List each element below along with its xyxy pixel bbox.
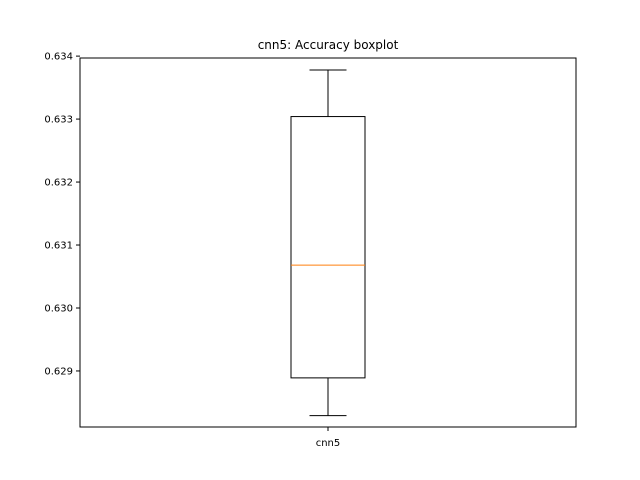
y-tick-label: 0.631 bbox=[44, 241, 73, 252]
iqr-box bbox=[290, 116, 366, 379]
plot-area: 0.629 0.630 0.631 0.632 0.633 0.634 cnn5 bbox=[44, 52, 577, 449]
y-tick-label: 0.629 bbox=[44, 366, 73, 377]
y-tick-label: 0.630 bbox=[44, 303, 73, 314]
y-tick-label: 0.632 bbox=[44, 178, 73, 189]
y-tick-label: 0.634 bbox=[44, 52, 73, 63]
chart-title: cnn5: Accuracy boxplot bbox=[258, 38, 399, 52]
y-tick-label: 0.633 bbox=[44, 115, 73, 126]
x-tick-label: cnn5 bbox=[316, 438, 341, 449]
